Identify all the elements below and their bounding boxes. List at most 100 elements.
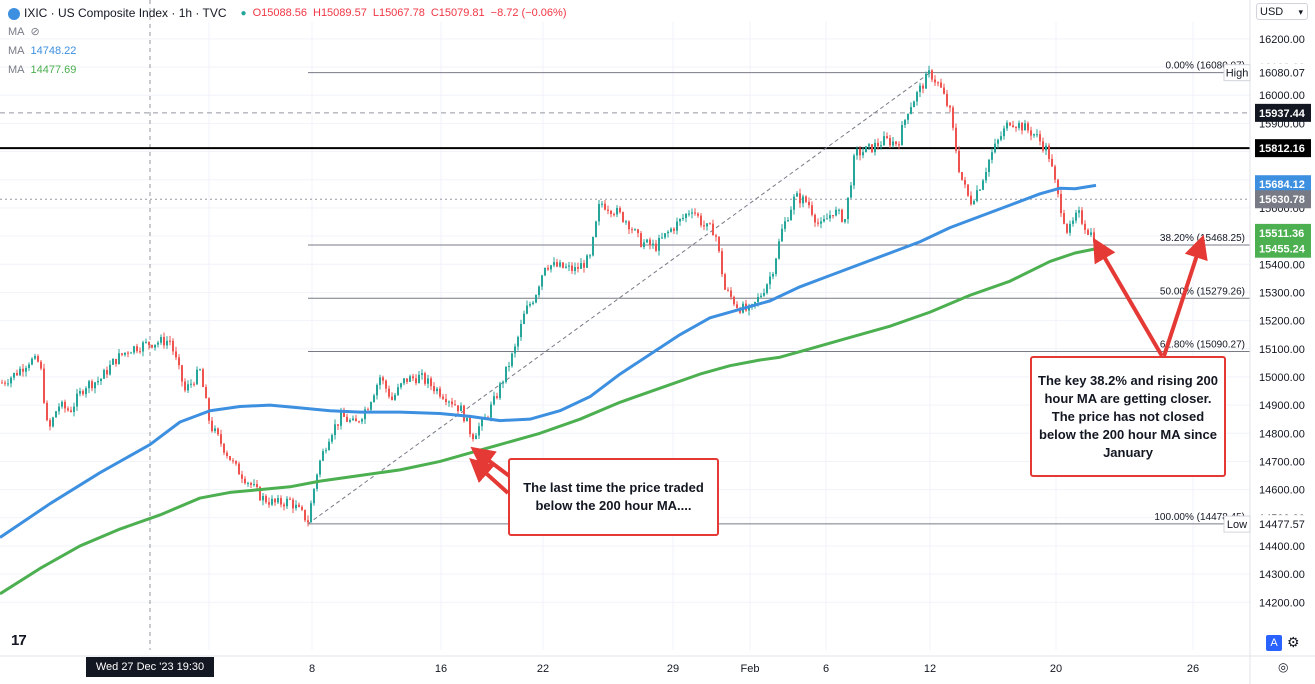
candle-body [403,378,405,384]
candle-body [532,302,534,305]
candle-body [727,289,729,291]
candle-body [349,420,351,422]
candle-body [820,221,822,224]
legend-symbol-row: IXIC · US Composite Index · 1h · TVC ● O… [8,4,567,23]
candle-body [934,79,936,83]
candle-body [769,276,771,285]
candle-body [211,420,213,432]
candle-body [472,434,474,440]
candle-body [28,364,30,369]
ma1-label: MA [8,26,25,38]
candle-body [391,396,393,400]
candle-body [1060,193,1062,214]
candle-body [469,417,471,435]
candle-body [280,498,282,505]
candle-body [817,222,819,224]
candle-body [583,263,585,268]
candle-body [442,396,444,399]
tradingview-logo[interactable]: 17 [11,632,27,649]
candle-body [4,382,6,384]
candle-body [220,434,222,444]
candle-body [976,190,978,201]
candle-body [778,241,780,259]
legend-ma1-row[interactable]: MA ⊘ [8,23,567,42]
candle-body [343,412,345,417]
trend-line[interactable] [307,72,931,525]
price-tick-label: 14700.00 [1259,456,1305,468]
candle-body [652,243,654,246]
candle-body [964,179,966,185]
currency-selector[interactable]: USD ▾ [1256,3,1308,20]
candle-body [163,337,165,346]
candle-body [904,119,906,126]
candle-body [34,355,36,359]
candle-body [70,410,72,413]
candle-body [127,352,129,354]
price-tick-label: 15200.00 [1259,316,1305,328]
price-tick-label: 14800.00 [1259,428,1305,440]
legend-ma3-row[interactable]: MA 14477.69 [8,61,567,80]
candle-body [430,378,432,387]
candle-body [796,193,798,197]
candle-body [562,262,564,268]
fib-level-label: 100.00% (14478.45) [1154,512,1245,523]
candle-body [997,139,999,144]
candle-body [715,235,717,237]
hidden-eye-icon[interactable]: ⊘ [30,26,40,38]
price-tick-label: 14400.00 [1259,541,1305,553]
horizontal-levels [0,112,1250,200]
candle-body [646,239,648,243]
candle-body [637,229,639,234]
candle-body [568,265,570,267]
candle-body [604,203,606,210]
price-tick-label: 15100.00 [1259,344,1305,356]
ma3-label: MA [8,64,25,76]
candle-body [292,499,294,509]
candle-body [97,380,99,383]
symbol-title[interactable]: IXIC · US Composite Index · 1h · TVC [24,6,227,20]
candle-body [574,267,576,271]
candle-body [847,197,849,220]
candle-body [331,435,333,442]
candle-body [613,214,615,216]
candle-body [424,373,426,384]
price-tick-label: 14200.00 [1259,597,1305,609]
candle-body [955,127,957,151]
candle-body [274,498,276,503]
auto-scale-button[interactable]: A [1266,635,1282,651]
candle-body [445,398,447,403]
candle-body [223,443,225,453]
candle-body [799,193,801,204]
candle-body [40,361,42,369]
candle-body [85,388,87,395]
candle-body [49,420,51,427]
candle-body [106,370,108,375]
price-axis[interactable]: 14200.0014300.0014400.0014500.0014600.00… [1249,0,1305,684]
candle-body [145,341,147,343]
candle-body [802,196,804,204]
candle-body [724,274,726,290]
candle-body [112,358,114,365]
candle-body [1051,158,1053,167]
diagonal-trend-line[interactable] [307,72,931,525]
candle-body [649,239,651,246]
time-tick-label: Feb [741,663,760,675]
candle-body [157,342,159,345]
candle-body [895,141,897,145]
candle-body [682,217,684,219]
candle-body [139,351,141,353]
candle-body [346,416,348,422]
candle-body [379,377,381,385]
timezone-icon[interactable]: ◎ [1278,660,1289,674]
candle-body [529,304,531,306]
fib-level-label: 50.00% (15279.26) [1160,286,1245,297]
candle-body [949,105,951,108]
candle-body [643,242,645,247]
legend-ma2-row[interactable]: MA 14748.22 [8,42,567,61]
candle-body [994,143,996,153]
candle-body [1090,232,1092,235]
gear-icon[interactable]: ⚙ [1287,634,1300,650]
candle-body [418,374,420,384]
price-label-text: 14477.57 [1259,519,1305,531]
